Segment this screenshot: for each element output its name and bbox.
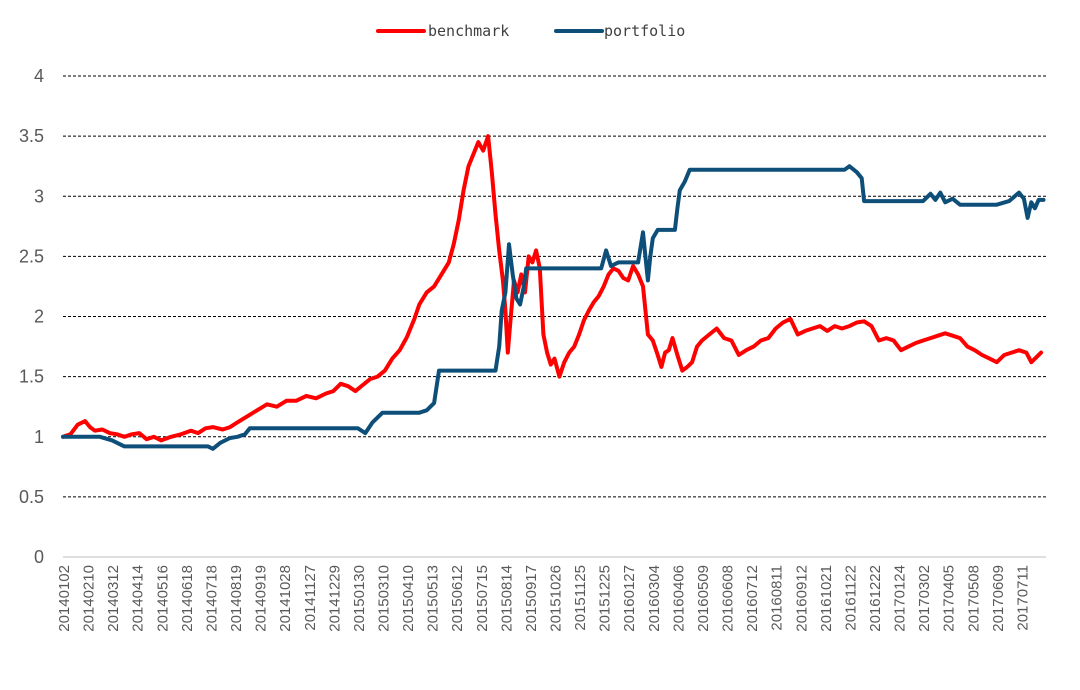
legend-label-benchmark: benchmark bbox=[428, 22, 509, 40]
y-tick-label: 2.5 bbox=[19, 246, 44, 266]
x-tick-label: 20160509 bbox=[695, 565, 712, 632]
y-tick-label: 0.5 bbox=[19, 487, 44, 507]
x-tick-label: 20160127 bbox=[621, 565, 638, 632]
series-line-portfolio bbox=[61, 164, 1046, 451]
series-line-benchmark bbox=[61, 134, 1044, 443]
x-tick-label: 20161021 bbox=[818, 565, 835, 632]
legend: benchmark portfolio bbox=[376, 22, 685, 40]
x-tick-label: 20150612 bbox=[449, 565, 466, 632]
y-tick-label: 4 bbox=[34, 66, 44, 86]
x-tick-label: 20151225 bbox=[597, 565, 614, 632]
y-tick-label: 0 bbox=[34, 547, 44, 567]
x-tick-label: 20140414 bbox=[130, 565, 147, 632]
x-tick-label: 20150513 bbox=[425, 565, 442, 632]
x-tick-label: 20140718 bbox=[203, 565, 220, 632]
x-tick-label: 20151026 bbox=[548, 565, 565, 632]
x-tick-label: 20140102 bbox=[56, 565, 73, 632]
x-tick-label: 20150310 bbox=[375, 565, 392, 632]
x-tick-label: 20170609 bbox=[990, 565, 1007, 632]
x-tick-label: 20160811 bbox=[769, 565, 786, 631]
x-tick-label: 20141127 bbox=[302, 565, 319, 631]
y-tick-label: 2 bbox=[34, 307, 44, 327]
series-lines bbox=[61, 134, 1046, 451]
legend-label-portfolio: portfolio bbox=[604, 22, 685, 40]
x-axis-ticks: 20140102 20140210 20140312 20140414 20140516… bbox=[56, 565, 1031, 632]
x-tick-label: 20141229 bbox=[326, 565, 343, 632]
y-tick-label: 3 bbox=[34, 186, 44, 206]
x-tick-label: 20150917 bbox=[523, 565, 540, 632]
x-tick-label: 20150715 bbox=[474, 565, 491, 632]
x-tick-label: 20160406 bbox=[670, 565, 687, 632]
x-tick-label: 20150130 bbox=[351, 565, 368, 632]
x-tick-label: 20140618 bbox=[179, 565, 196, 632]
x-tick-label: 20140819 bbox=[228, 565, 245, 632]
x-tick-label: 20140919 bbox=[253, 565, 270, 632]
x-tick-label: 20161122 bbox=[842, 565, 859, 631]
x-tick-label: 20160304 bbox=[646, 565, 663, 632]
x-tick-label: 20140312 bbox=[105, 565, 122, 632]
y-axis-ticks: 0 0.5 1 1.5 2 2.5 3 3.5 4 bbox=[19, 66, 44, 567]
x-tick-label: 20140516 bbox=[154, 565, 171, 632]
x-tick-label: 20170405 bbox=[941, 565, 958, 632]
x-tick-label: 20170302 bbox=[916, 565, 933, 632]
y-tick-label: 3.5 bbox=[19, 126, 44, 146]
x-tick-label: 20170711 bbox=[1014, 565, 1031, 631]
x-tick-label: 20141028 bbox=[277, 565, 294, 632]
x-tick-label: 20150410 bbox=[400, 565, 417, 632]
x-tick-label: 20160608 bbox=[720, 565, 737, 632]
y-tick-label: 1 bbox=[34, 427, 44, 447]
grid-lines bbox=[63, 75, 1046, 558]
x-tick-label: 20150814 bbox=[498, 565, 515, 632]
x-tick-label: 20170124 bbox=[892, 565, 909, 632]
x-tick-label: 20160712 bbox=[744, 565, 761, 632]
x-tick-label: 20161222 bbox=[867, 565, 884, 632]
x-tick-label: 20160912 bbox=[793, 565, 810, 632]
x-tick-label: 20140210 bbox=[81, 565, 98, 632]
x-tick-label: 20151125 bbox=[572, 565, 589, 631]
x-tick-label: 20170508 bbox=[965, 565, 982, 632]
y-tick-label: 1.5 bbox=[19, 367, 44, 387]
